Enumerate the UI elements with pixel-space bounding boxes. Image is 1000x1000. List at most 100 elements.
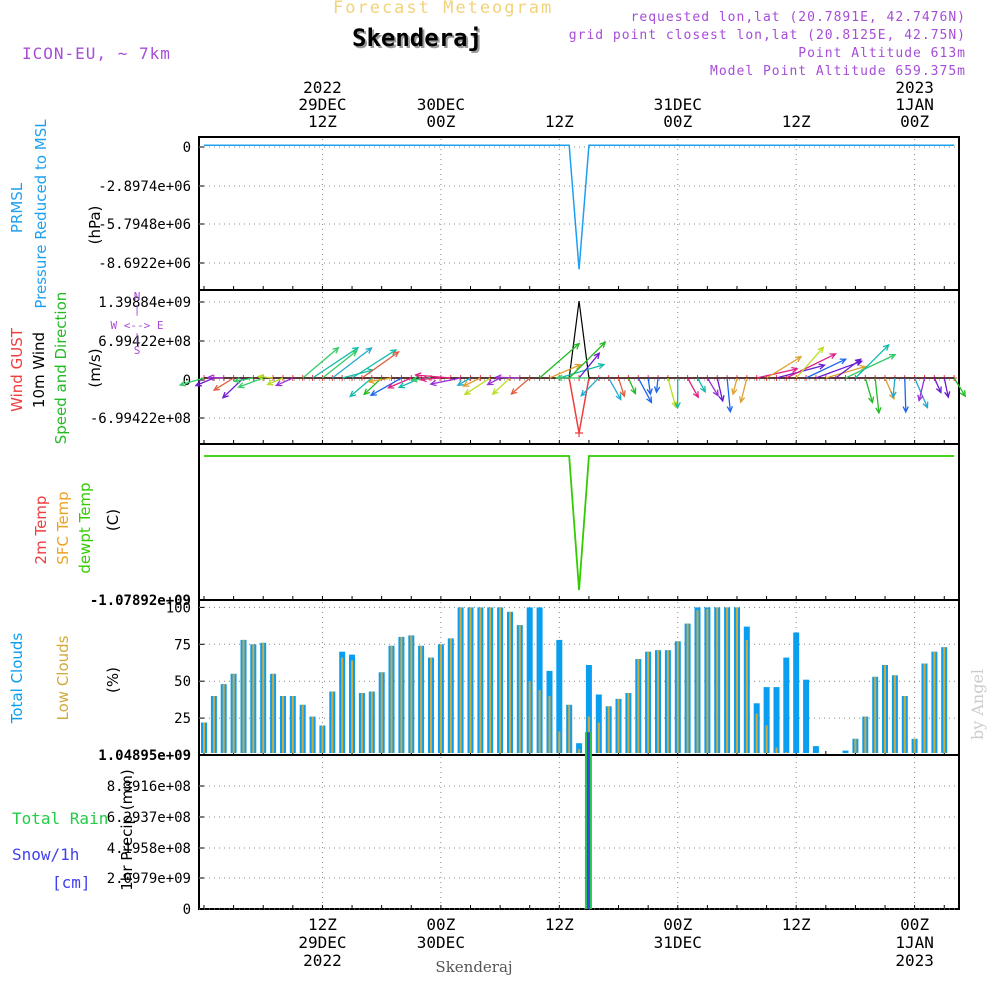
temp-sfc-label: SFC Temp — [54, 491, 72, 564]
wind-arrow-head — [414, 372, 422, 379]
wind-arrow — [302, 347, 339, 379]
wind-arrow — [559, 364, 605, 379]
total-cloud-bar — [793, 632, 800, 753]
total-cloud-bar — [576, 743, 583, 753]
wind-arrow-head — [718, 395, 725, 403]
wind-arrow-head — [818, 363, 826, 370]
wind-arrow — [420, 377, 441, 381]
wind-arrow — [322, 350, 358, 379]
wind-arrow — [706, 377, 719, 397]
bottom-time-label: 12Z — [308, 915, 337, 934]
wind-arrow — [539, 343, 580, 379]
wind-arrow-head — [367, 377, 375, 385]
bottom-time-label: 31DEC — [654, 933, 702, 952]
wind-arrow — [430, 377, 461, 385]
y-tick-label: 50 — [174, 674, 191, 690]
wind-arrow-head — [599, 341, 607, 349]
wind-arrow — [716, 377, 724, 402]
low-cloud-bar — [232, 673, 235, 753]
wind-arrow-head — [580, 389, 588, 397]
model-point-altitude: Model Point Altitude 659.375m — [710, 64, 966, 79]
top-time-label: 00Z — [426, 112, 455, 131]
wind-arrow-head — [731, 388, 738, 396]
top-time-label: 2023 — [895, 78, 934, 97]
low-cloud-bar — [903, 696, 906, 753]
wind-arrow — [549, 364, 581, 379]
wind-arrow-head — [726, 405, 734, 414]
wind-arrow-head — [890, 391, 897, 399]
low-cloud-bar — [439, 644, 442, 753]
pressure-units: (hPa) — [86, 206, 104, 245]
bottom-time-label: 12Z — [545, 915, 574, 934]
wind-arrow — [904, 377, 907, 412]
wind-arrow-head — [410, 376, 418, 383]
top-time-label: 29DEC — [298, 95, 346, 114]
wind-arrow-head — [429, 379, 437, 387]
low-cloud-bar — [331, 691, 334, 753]
wind-arrow-head — [233, 377, 241, 384]
top-time-label: 1JAN — [895, 95, 934, 114]
low-cloud-bar — [528, 681, 531, 753]
low-cloud-bar — [272, 673, 275, 753]
wind-arrow — [608, 377, 622, 400]
wind-arrow-head — [839, 358, 848, 365]
total-cloud-bar — [536, 607, 543, 753]
bottom-time-label: 30DEC — [417, 933, 465, 952]
wind-arrow — [234, 377, 254, 382]
low-cloud-bar — [351, 660, 353, 753]
temp-dewpt-label: dewpt Temp — [76, 482, 94, 573]
wind-arrow-head — [917, 394, 924, 402]
precip-units: 1hr Precip (mm) — [118, 769, 136, 890]
low-cloud-bar — [874, 676, 877, 753]
low-cloud-bar — [341, 657, 344, 753]
low-cloud-bar — [291, 696, 294, 753]
low-cloud-bar — [380, 672, 383, 753]
wind-arrow — [267, 377, 284, 386]
wind-arrow — [805, 358, 846, 379]
wind-arrow — [368, 377, 392, 383]
wind-arrow-head — [256, 373, 264, 381]
wind-arrow-head — [712, 389, 719, 397]
low-cloud-bar — [745, 639, 748, 753]
top-time-label: 12Z — [308, 112, 337, 131]
low-cloud-bar — [479, 607, 482, 753]
low-cloud-bar — [252, 644, 255, 753]
temp-units: (C) — [104, 509, 122, 531]
wind-arrow — [578, 352, 600, 379]
low-cloud-bar — [410, 635, 413, 753]
top-time-label: 30DEC — [417, 95, 465, 114]
precip-y-tick-label: 1.04895e+09 — [98, 748, 191, 764]
wind-arrow — [786, 353, 836, 379]
wind-gust-label: Wind GUST — [8, 327, 26, 412]
wind-arrow — [222, 377, 244, 399]
wind-arrow — [933, 377, 942, 393]
wind-arrow-head — [178, 380, 187, 387]
low-cloud-bar — [726, 607, 729, 753]
total-clouds-label: Total Clouds — [8, 633, 26, 725]
low-cloud-bar — [923, 663, 926, 753]
compass-label: N — [134, 290, 141, 303]
bottom-time-label: 2023 — [895, 951, 934, 970]
top-time-label: 12Z — [545, 112, 574, 131]
bottom-time-label: 00Z — [426, 915, 455, 934]
low-cloud-bar — [933, 651, 936, 753]
wind-arrow-head — [463, 388, 471, 396]
low-cloud-bar — [242, 639, 245, 753]
wind-arrow — [415, 374, 451, 379]
wind-arrow — [312, 347, 359, 379]
wind-arrow — [687, 377, 699, 398]
bottom-time-label: 29DEC — [298, 933, 346, 952]
total-cloud-bar — [773, 687, 780, 753]
low-cloud-bar — [785, 752, 788, 753]
top-time-label: 2022 — [303, 78, 342, 97]
low-cloud-bar — [706, 608, 709, 753]
cloud-units: (%) — [104, 667, 122, 693]
dewpt-line — [204, 455, 955, 591]
wind-arrow — [275, 377, 294, 387]
wind-arrow — [568, 341, 606, 379]
low-cloud-bar — [360, 693, 363, 753]
low-cloud-bar — [321, 725, 324, 753]
low-cloud-bar — [499, 607, 502, 753]
bottom-time-label: 1JAN — [895, 933, 934, 952]
wind-arrow — [351, 349, 397, 379]
